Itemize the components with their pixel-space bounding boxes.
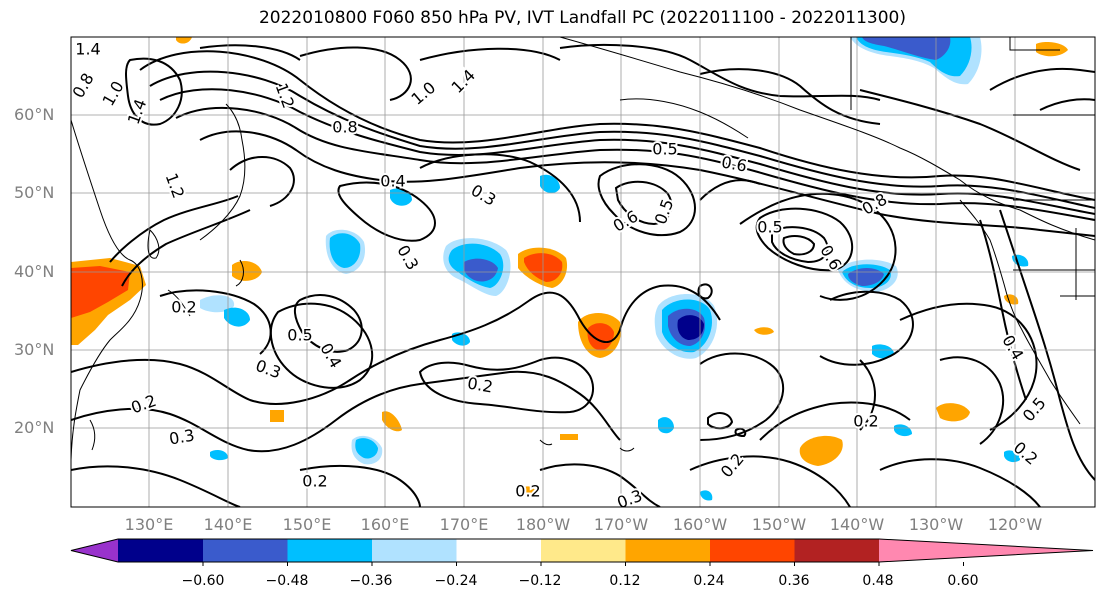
lon-label-150w: 150°W (751, 515, 807, 534)
lat-label-30n: 30°N (14, 340, 55, 359)
colorbar-segment (456, 539, 541, 562)
lat-label-40n: 40°N (14, 262, 55, 281)
map-title: 2022010800 F060 850 hPa PV, IVT Landfall… (258, 8, 906, 28)
colorbar-tick: −0.60 (181, 573, 225, 589)
lat-label-50n: 50°N (14, 183, 55, 202)
colorbar-segment (794, 539, 879, 562)
colorbar-tick: 0.24 (693, 573, 725, 589)
colorbar-segment (118, 539, 203, 562)
colorbar-segment (287, 539, 372, 562)
colorbar-extend-min (71, 539, 118, 562)
lon-label-160w: 160°W (672, 515, 728, 534)
pv-contours (71, 43, 1095, 507)
lon-label-160e: 160°E (360, 515, 410, 534)
contour-label: 0.2 (853, 412, 878, 431)
contour-label: 0.5 (757, 218, 782, 237)
colorbar (70, 538, 1094, 566)
lon-label-130e: 130°E (124, 515, 174, 534)
colorbar-tick: 0.60 (947, 573, 979, 589)
contour-label: 0.5 (287, 326, 312, 345)
colorbar-extend-max (879, 539, 1093, 562)
contour-label: 0.2 (171, 298, 196, 317)
graticule (71, 37, 1095, 507)
colorbar-tick: −0.36 (349, 573, 393, 589)
lon-label-140e: 140°E (203, 515, 253, 534)
colorbar-tick: 0.48 (862, 573, 894, 589)
lon-label-120w: 120°W (987, 515, 1043, 534)
contour-label: 0.4 (380, 172, 405, 191)
contour-label: 1.4 (75, 40, 100, 59)
colorbar-segment (541, 539, 626, 562)
lon-label-140w: 140°W (829, 515, 885, 534)
coastlines (71, 37, 1095, 461)
contour-label: 0.5 (652, 140, 677, 159)
pv-shading (71, 37, 1068, 501)
contour-label: 0.2 (302, 472, 327, 491)
contour-label: 0.8 (332, 118, 357, 137)
colorbar-outline (70, 538, 1094, 563)
plot-frame (70, 36, 1096, 508)
colorbar-segment (625, 539, 710, 562)
colorbar-tick: 0.12 (609, 573, 641, 589)
colorbar-segment (372, 539, 457, 562)
lon-label-130w: 130°W (908, 515, 964, 534)
lon-label-180w: 180°W (515, 515, 571, 534)
lon-label-170w: 170°W (593, 515, 649, 534)
colorbar-tick: −0.48 (265, 573, 309, 589)
colorbar-tick: −0.12 (518, 573, 562, 589)
colorbar-tick: −0.24 (434, 573, 478, 589)
lon-label-170e: 170°E (439, 515, 489, 534)
lat-label-20n: 20°N (14, 418, 55, 437)
colorbar-tick: 0.36 (778, 573, 810, 589)
lat-label-60n: 60°N (14, 105, 55, 124)
colorbar-segment (203, 539, 288, 562)
contour-label: 0.2 (515, 482, 540, 501)
lon-label-150e: 150°E (282, 515, 332, 534)
colorbar-segment (710, 539, 795, 562)
